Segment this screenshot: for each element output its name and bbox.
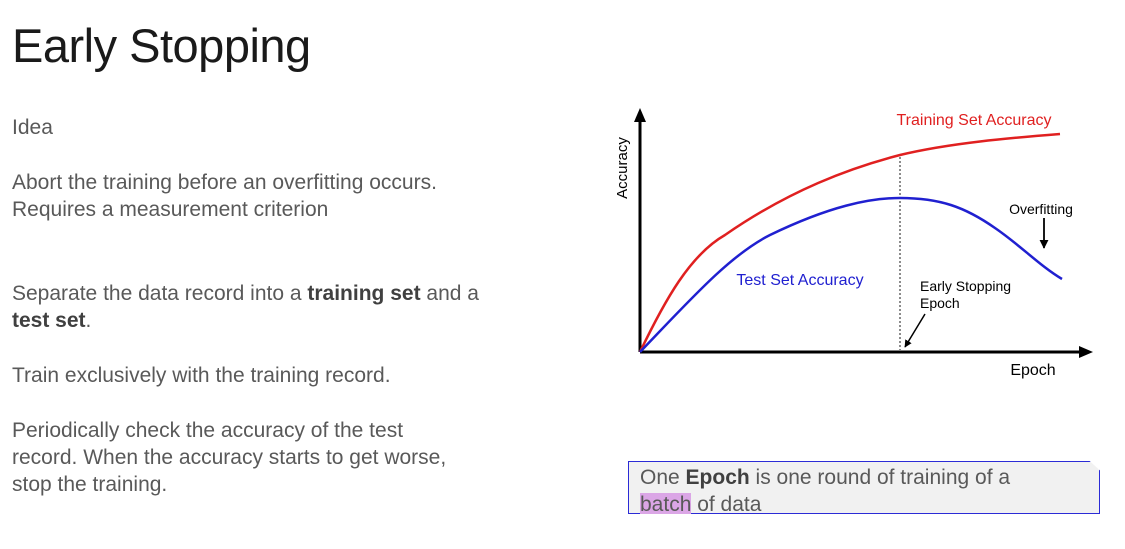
x-axis-label: Epoch bbox=[1010, 362, 1055, 379]
overfitting-label: Overfitting bbox=[1009, 201, 1073, 217]
training-set-term: training set bbox=[307, 282, 421, 305]
training-accuracy-curve bbox=[638, 132, 1061, 353]
separate-text-2: and a bbox=[420, 282, 479, 305]
slide-title: Early Stopping bbox=[12, 19, 311, 72]
abort-paragraph: Abort the training before an overfitting… bbox=[12, 169, 532, 223]
x-axis-arrowhead bbox=[1079, 346, 1093, 358]
idea-label: Idea bbox=[12, 116, 53, 139]
note-text-1: One bbox=[640, 466, 686, 489]
early-stopping-label-line-1: Early Stopping bbox=[920, 278, 1011, 294]
epoch-definition-box: One Epoch is one round of training of a … bbox=[628, 461, 1100, 514]
note-text-2: is one round of training of a bbox=[749, 466, 1011, 489]
early-stopping-diagram: Accuracy Epoch Training Set Accuracy Tes… bbox=[614, 108, 1093, 379]
separate-text-3: . bbox=[85, 309, 92, 332]
y-axis-label: Accuracy bbox=[614, 137, 631, 199]
periodic-line-3: stop the training. bbox=[12, 473, 168, 496]
train-paragraph: Train exclusively with the training reco… bbox=[12, 364, 391, 387]
separate-paragraph: Separate the data record into a training… bbox=[12, 280, 532, 334]
epoch-term: Epoch bbox=[685, 466, 750, 489]
early-stopping-arrow bbox=[904, 313, 926, 348]
abort-line-1: Abort the training before an overfitting… bbox=[12, 171, 437, 194]
abort-line-2: Requires a measurement criterion bbox=[12, 198, 329, 221]
batch-highlight: batch bbox=[640, 493, 692, 516]
periodic-line-1: Periodically check the accuracy of the t… bbox=[12, 419, 404, 442]
y-axis-arrowhead bbox=[634, 108, 646, 122]
periodic-paragraph: Periodically check the accuracy of the t… bbox=[12, 417, 532, 498]
test-accuracy-curve bbox=[639, 196, 1063, 353]
separate-text-1: Separate the data record into a bbox=[12, 282, 308, 305]
test-set-term: test set bbox=[12, 309, 86, 332]
periodic-line-2: record. When the accuracy starts to get … bbox=[12, 446, 447, 469]
test-curve-label: Test Set Accuracy bbox=[736, 272, 863, 289]
note-text-3: of data bbox=[691, 493, 762, 516]
early-stopping-label-line-2: Epoch bbox=[920, 295, 960, 311]
training-curve-label: Training Set Accuracy bbox=[896, 112, 1051, 129]
